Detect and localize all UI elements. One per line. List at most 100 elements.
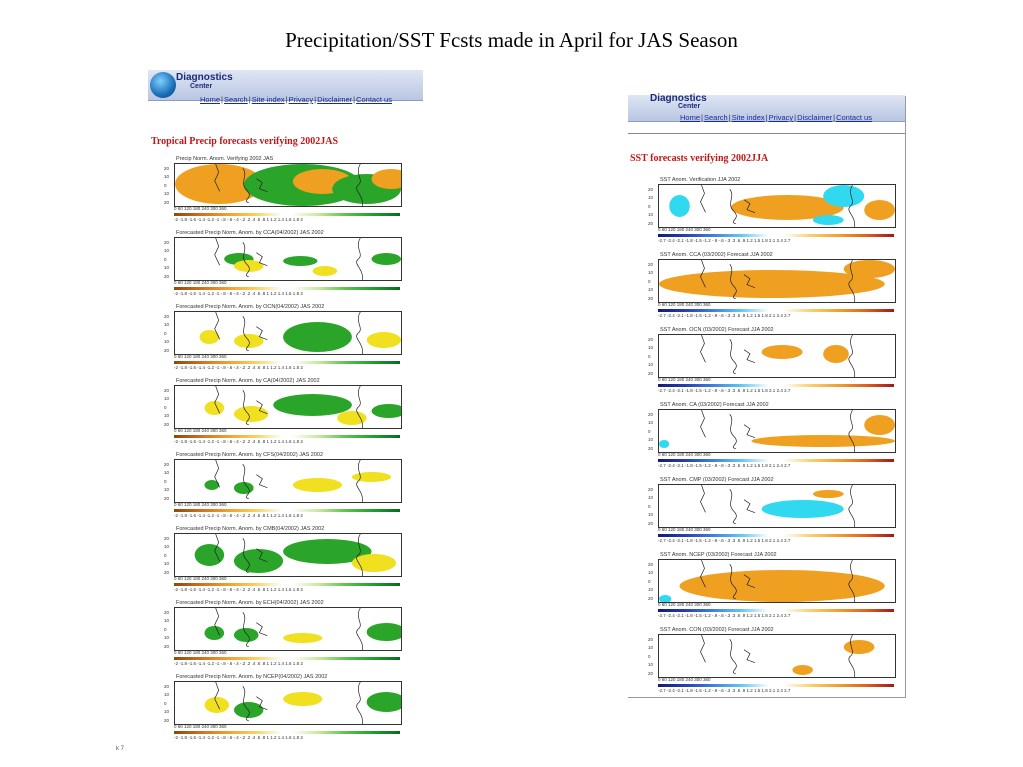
precip-map-3: Forecasted Precip Norm. Anom. by OCN(04/…: [164, 304, 402, 378]
precip-map-1: Precip Norm. Anom. Verifying 2002 JAS 20 1…: [164, 156, 402, 230]
anomaly-map-svg: [700, 335, 856, 377]
lon-ticks: 0 60 120 180 240 300 360: [658, 377, 711, 382]
nav-home-link[interactable]: Home: [200, 95, 221, 104]
lat-ticks: 20 10 0 10 20: [648, 487, 654, 526]
lat-ticks: 20 10 0 10 20: [648, 337, 654, 376]
anomaly-region: [812, 215, 844, 225]
colorbar: [658, 684, 894, 687]
nav-privacy-link[interactable]: Privacy: [288, 95, 314, 104]
lat-ticks: 20 10 0 10 20: [164, 536, 170, 575]
map-title: SST Anom. NCEP (03/2002) Forecast JJA 20…: [660, 552, 777, 558]
precip-forecast-panel: Diagnostics Center Home|Search|Site inde…: [148, 70, 423, 750]
lat-ticks: 20 10 0 10 20: [648, 637, 654, 676]
nav-site-index-link[interactable]: Site index: [251, 95, 285, 104]
anomaly-map-svg: [204, 608, 401, 650]
lon-ticks: 0 60 120 180 240 300 360: [174, 354, 227, 359]
map-title: Forecasted Precip Norm. Anom. by CCA(04/…: [176, 230, 324, 236]
lon-ticks: 0 60 120 180 240 300 360: [658, 302, 711, 307]
map-plot: [658, 634, 896, 678]
lon-ticks: 0 60 120 180 240 300 360: [658, 602, 711, 607]
sst-map-1: SST Anom. Verification JJA 2002 20 10 0 10 20…: [648, 177, 896, 252]
anomaly-map-svg: [175, 164, 401, 206]
map-plot: [658, 334, 896, 378]
anomaly-map-svg: [204, 460, 392, 502]
anomaly-region: [283, 539, 372, 564]
lon-ticks: 0 60 120 180 240 300 360: [658, 677, 711, 682]
coastline: [700, 185, 856, 227]
map-plot: [658, 409, 896, 453]
colorbar-ticks: -2 -1.8 -1.6 -1.4 -1.2 -1 -.8 -.6 -.4 -.…: [174, 439, 303, 444]
footer-mark: k 7: [116, 746, 125, 752]
anomaly-region: [669, 195, 690, 217]
anomaly-region: [351, 472, 392, 482]
colorbar-ticks: -2 -1.8 -1.6 -1.4 -1.2 -1 -.8 -.6 -.4 -.…: [174, 513, 303, 518]
lon-ticks: 0 60 120 180 240 300 360: [658, 452, 711, 457]
map-plot: [174, 311, 402, 355]
anomaly-region: [366, 692, 401, 712]
coastline: [700, 635, 856, 677]
anomaly-map-svg: [199, 312, 401, 354]
map-plot: [658, 559, 896, 603]
colorbar: [658, 384, 894, 387]
anomaly-region: [792, 665, 813, 675]
anomaly-region: [843, 260, 895, 278]
nav-contact-link[interactable]: Contact us: [356, 95, 392, 104]
anomaly-region: [283, 256, 318, 266]
lon-ticks: 0 60 120 180 240 300 360: [174, 428, 227, 433]
colorbar-ticks: -2.7 -2.4 -2.1 -1.8 -1.5 -1.2 -.9 -.6 -.…: [658, 388, 791, 393]
anomaly-region: [812, 490, 844, 498]
nav-search-link-2[interactable]: Search: [703, 113, 728, 122]
nav-disclaimer-link-2[interactable]: Disclaimer: [797, 113, 833, 122]
coastline: [700, 335, 856, 377]
colorbar: [174, 287, 400, 290]
nav-site-index-link-2[interactable]: Site index: [731, 113, 765, 122]
precip-map-8: Forecasted Precip Norm. Anom. by NCEP(04…: [164, 674, 402, 748]
colorbar: [174, 731, 400, 734]
nav-contact-link-2[interactable]: Contact us: [836, 113, 872, 122]
colorbar-ticks: -2.7 -2.4 -2.1 -1.8 -1.5 -1.2 -.9 -.6 -.…: [658, 313, 791, 318]
nav-privacy-link-2[interactable]: Privacy: [768, 113, 794, 122]
colorbar-ticks: -2 -1.8 -1.6 -1.4 -1.2 -1 -.8 -.6 -.4 -.…: [174, 661, 303, 666]
sst-map-6: SST Anom. NCEP (03/2002) Forecast JJA 20…: [648, 552, 896, 627]
anomaly-map-svg: [659, 410, 895, 452]
anomaly-region: [204, 626, 225, 640]
anomaly-map-svg: [659, 560, 885, 602]
map-title: Forecasted Precip Norm. Anom. by OCN(04/…: [176, 304, 325, 310]
map-title: Forecasted Precip Norm. Anom. by NCEP(04…: [176, 674, 328, 680]
lon-ticks: 0 60 120 180 240 300 360: [174, 724, 227, 729]
colorbar: [658, 309, 894, 312]
colorbar-ticks: -2.7 -2.4 -2.1 -1.8 -1.5 -1.2 -.9 -.6 -.…: [658, 238, 791, 243]
anomaly-map-svg: [700, 485, 856, 527]
lat-ticks: 20 10 0 10 20: [164, 314, 170, 353]
lat-ticks: 20 10 0 10 20: [164, 462, 170, 501]
lat-ticks: 20 10 0 10 20: [164, 388, 170, 427]
coastline: [214, 386, 363, 428]
lon-ticks: 0 60 120 180 240 300 360: [174, 280, 227, 285]
nav-search-link[interactable]: Search: [223, 95, 248, 104]
anomaly-region: [292, 478, 343, 492]
anomaly-region: [337, 411, 367, 425]
anomaly-region: [233, 628, 259, 642]
anomaly-region: [371, 253, 401, 265]
map-plot: [174, 681, 402, 725]
nav-home-link-2[interactable]: Home: [680, 113, 701, 122]
site-nav: Home|Search|Site index|Privacy|Disclaime…: [200, 95, 392, 104]
anomaly-region: [283, 322, 352, 352]
site-logo-text: Diagnostics: [176, 72, 233, 83]
map-title: SST Anom. Verification JJA 2002: [660, 177, 741, 183]
colorbar-ticks: -2 -1.8 -1.6 -1.4 -1.2 -1 -.8 -.6 -.4 -.…: [174, 217, 303, 222]
coastline: [214, 238, 363, 280]
lon-ticks: 0 60 120 180 240 300 360: [658, 527, 711, 532]
colorbar: [658, 234, 894, 237]
anomaly-region: [679, 570, 885, 602]
anomaly-region: [751, 435, 895, 447]
site-logo-subtext: Center: [190, 83, 213, 90]
header-divider: [628, 133, 905, 134]
colorbar-ticks: -2 -1.8 -1.6 -1.4 -1.2 -1 -.8 -.6 -.4 -.…: [174, 735, 303, 740]
nav-disclaimer-link[interactable]: Disclaimer: [317, 95, 353, 104]
coastline: [214, 608, 363, 650]
site-header-bar-2: Diagnostics Center: [628, 93, 905, 122]
anomaly-region: [371, 404, 401, 418]
colorbar: [174, 361, 400, 364]
coastline: [214, 312, 363, 354]
